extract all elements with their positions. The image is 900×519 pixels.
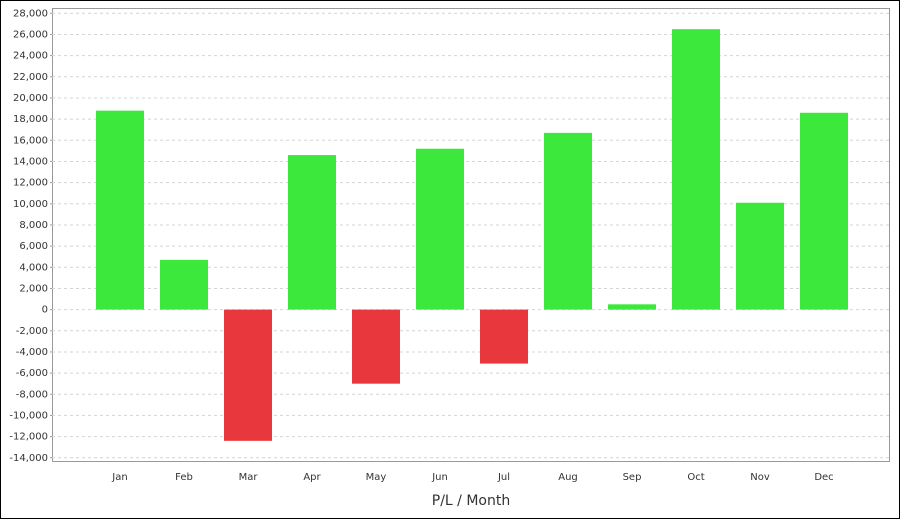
x-tick-label: Jan [111,472,127,483]
y-tick-label: -12,000 [9,432,48,443]
bar [352,309,400,384]
y-tick-label: 8,000 [19,220,48,231]
y-tick-label: 24,000 [13,51,48,62]
y-tick-label: 28,000 [13,8,48,19]
x-tick-label: Aug [558,472,578,483]
bar [480,309,528,364]
x-tick-label: May [366,472,387,483]
bar [544,132,592,310]
y-tick-label: -14,000 [9,453,48,464]
y-tick-label: 20,000 [13,93,48,104]
x-tick-label: Nov [750,472,770,483]
bar [800,112,848,310]
y-tick-label: 14,000 [13,156,48,167]
y-tick-label: 18,000 [13,114,48,125]
y-tick-label: 16,000 [13,135,48,146]
y-tick-label: 0 [42,305,48,316]
bar [608,304,656,310]
bar [224,309,272,441]
x-tick-label: Jul [497,472,510,483]
bar [288,155,336,310]
y-tick-label: 22,000 [13,72,48,83]
y-tick-label: 2,000 [19,283,48,294]
x-axis-label: P/L / Month [432,493,510,509]
x-tick-label: Mar [239,472,259,483]
y-tick-label: -8,000 [16,389,48,400]
y-tick-label: -10,000 [9,410,48,421]
bar [160,259,208,310]
bar [736,202,784,310]
y-tick-label: 6,000 [19,241,48,252]
bar [96,110,144,310]
x-tick-label: Apr [303,472,321,483]
x-tick-label: Oct [687,472,704,483]
y-tick-label: 10,000 [13,199,48,210]
bar [672,29,720,310]
x-tick-label: Sep [623,472,642,483]
x-tick-label: Dec [814,472,833,483]
x-tick-label: Jun [431,472,448,483]
bar [416,148,464,310]
y-tick-label: -6,000 [16,368,48,379]
y-tick-label: -4,000 [16,347,48,358]
y-tick-label: 26,000 [13,29,48,40]
x-tick-label: Feb [175,472,193,483]
y-tick-label: 4,000 [19,262,48,273]
y-tick-label: -2,000 [16,326,48,337]
y-tick-label: 12,000 [13,178,48,189]
